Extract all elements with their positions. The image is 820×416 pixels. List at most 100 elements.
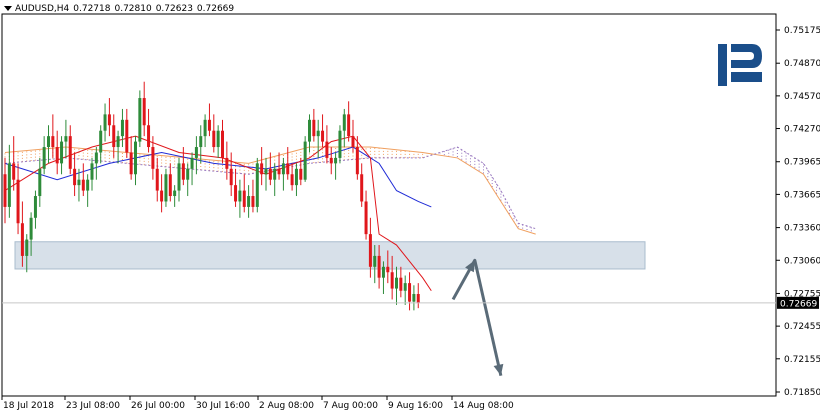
candle-body [412,294,416,302]
candle-body [273,168,277,180]
candle-body [138,98,142,142]
candle-body [321,130,325,142]
candle-body [51,136,55,148]
candle-body [386,266,390,273]
x-tick-label: 18 Jul 2018 [3,401,54,411]
candle-body [116,136,120,148]
candle-body [395,277,398,289]
candle-body [286,163,290,175]
candle-body [64,136,68,142]
time-axis: 18 Jul 2018 23 Jul 08:00 26 Jul 00:00 30 Ju… [1,396,514,411]
y-tick-label: 0.72155 [784,355,820,365]
candle-body [403,283,407,291]
candle-body [16,179,20,224]
candle-body [29,217,33,240]
candle-body [325,141,329,158]
candle-body [134,141,137,175]
candle-body [107,114,111,126]
candle-body [199,136,203,148]
candle-body [225,157,229,169]
x-tick-label: 9 Aug 16:00 [388,401,443,411]
candle-body [247,196,251,207]
candle-body [3,174,7,207]
y-tick-label: 0.75175 [784,26,820,36]
support-zone [14,241,646,270]
candle-body [86,179,90,191]
candle-body [351,136,355,148]
candle-body [20,223,24,256]
candle-body [147,125,151,148]
current-price-label: 0.72669 [780,299,817,309]
chart-grid [1,13,777,397]
candle-body [103,114,107,131]
candle-body [112,125,116,148]
candle-body [194,147,198,158]
candle-body [42,147,46,169]
candle-body [234,185,238,202]
candle-body [290,174,294,186]
candle-body [255,163,259,207]
candle-body [90,163,94,180]
y-tick-label: 0.74570 [784,92,820,102]
candle-body [251,196,255,207]
candle-body [308,119,311,142]
high-value: 0.72810 [114,4,152,14]
candle-body [168,174,172,197]
candle-body [68,136,72,169]
candle-body [390,272,394,289]
candle-body [329,157,333,164]
y-tick-label: 0.73060 [784,256,820,266]
plot-frame [1,13,777,397]
y-tick-label: 0.72755 [784,289,820,299]
y-tick-label: 0.74270 [784,125,820,135]
candle-body [360,174,364,202]
candle-body [373,255,377,267]
candle-body [312,119,316,137]
x-tick-label: 30 Jul 16:00 [196,401,250,411]
candle-body [25,239,29,256]
close-value: 0.72669 [196,4,235,14]
logo-bar [718,44,727,86]
logo-bowl [731,44,762,68]
y-tick-label: 0.73360 [784,224,820,234]
candle-body [203,119,207,137]
candle-body [334,157,338,164]
candle-body [7,163,11,207]
forecast-arrowhead [493,363,504,376]
y-tick-label: 0.73665 [784,190,820,200]
x-tick-label: 26 Jul 00:00 [131,401,185,411]
candle-body [268,168,272,180]
forecast-arrow [451,258,504,377]
candle-body [242,190,246,207]
candle-body [142,98,146,126]
x-tick-label: 14 Aug 08:00 [453,401,514,411]
y-tick-label: 0.74870 [784,59,820,69]
candle-body [347,114,351,137]
candle-body [207,119,211,131]
candle-body [38,168,42,197]
candle-body [125,119,129,153]
candle-body [229,168,233,186]
candle-body [77,179,81,186]
candle-body [173,190,177,197]
y-tick-label: 0.71850 [784,388,820,398]
candle-body [316,130,320,137]
candle-body [186,168,190,180]
candle-body [212,130,216,148]
tenkan-sen-line [4,135,432,292]
candle-body [129,152,133,175]
candle-body [408,283,412,302]
candle-body [342,114,346,131]
forecast-arrowhead [465,260,475,273]
candle-body [177,163,181,191]
roboforex-logo-icon [718,44,762,86]
candle-body [120,119,124,137]
chart-header: AUDUSD,H4 0.72718 0.72810 0.72623 0.72669 [4,4,238,14]
support-zone-rect [14,241,646,270]
dropdown-triangle-icon[interactable] [4,6,12,11]
candle-body [12,163,16,180]
candle-body [81,179,85,191]
candle-body [377,255,381,278]
x-tick-label: 7 Aug 00:00 [323,401,378,411]
